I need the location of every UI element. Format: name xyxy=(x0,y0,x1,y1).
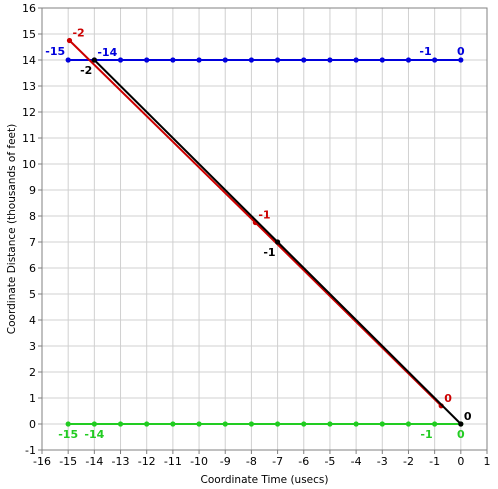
data-point-blue xyxy=(301,57,307,63)
point-label-red: 0 xyxy=(444,392,452,405)
point-label-black: -1 xyxy=(263,246,275,259)
x-axis-title: Coordinate Time (usecs) xyxy=(201,474,329,486)
y-tick-label: 2 xyxy=(29,366,36,379)
x-tick-label: -10 xyxy=(190,455,208,468)
point-label-black: -2 xyxy=(80,64,92,77)
data-point-green xyxy=(196,421,202,427)
x-tick-label: -6 xyxy=(298,455,309,468)
data-point-blue xyxy=(274,57,281,63)
x-tick-label: -15 xyxy=(59,455,77,468)
data-point-green xyxy=(274,421,281,427)
y-tick-label: 11 xyxy=(22,132,36,145)
x-tick-label: -11 xyxy=(164,455,182,468)
tick-labels: -16 -15 -14 -13 -12 -11 -10 -9 -8 -7 -6 -5 -4 -3 -2 -1 0… xyxy=(22,2,491,468)
data-point-green xyxy=(170,421,176,427)
x-tick-label: -3 xyxy=(377,455,388,468)
x-tick-label: -2 xyxy=(403,455,414,468)
x-tick-label: -4 xyxy=(351,455,362,468)
x-tick-label: -12 xyxy=(138,455,156,468)
x-tick-label: -9 xyxy=(220,455,231,468)
data-point-blue xyxy=(405,57,412,63)
data-point-blue xyxy=(65,57,71,63)
x-tick-label: -8 xyxy=(246,455,257,468)
x-tick-label: -13 xyxy=(112,455,130,468)
point-label-green: -14 xyxy=(84,428,104,441)
data-point-blue xyxy=(117,57,124,63)
point-label-green: -15 xyxy=(58,428,78,441)
data-point-green xyxy=(117,421,124,427)
data-point-black xyxy=(274,239,281,245)
data-point-green xyxy=(222,421,228,427)
data-point-blue xyxy=(327,57,333,63)
y-tick-label: 15 xyxy=(22,28,36,41)
y-tick-label: 4 xyxy=(29,314,36,327)
data-point-blue xyxy=(222,57,228,63)
x-tick-label: -7 xyxy=(272,455,283,468)
data-point-blue xyxy=(379,57,385,63)
point-labels: -15 -14 -1 0 -15 -14 -1 0 -2 -1 0 -2 -1 0 xyxy=(45,27,472,442)
point-label-blue: -14 xyxy=(97,46,117,59)
x-tick-label: -14 xyxy=(85,455,103,468)
series xyxy=(65,37,464,427)
point-label-black: 0 xyxy=(464,410,472,423)
point-label-red: -2 xyxy=(72,27,84,40)
y-axis-title: Coordinate Distance (thousands of feet) xyxy=(6,124,18,334)
x-tick-label: -1 xyxy=(429,455,440,468)
y-tick-label: -1 xyxy=(25,444,36,457)
data-point-green xyxy=(91,421,97,427)
plot-frame xyxy=(41,7,488,451)
y-tick-label: 16 xyxy=(22,2,36,15)
data-point-blue xyxy=(248,57,255,63)
point-label-blue: 0 xyxy=(457,45,465,58)
point-label-green: 0 xyxy=(457,428,465,441)
y-tick-label: 8 xyxy=(29,210,36,223)
y-tick-label: 7 xyxy=(29,236,36,249)
data-point-blue xyxy=(196,57,202,63)
point-label-blue: -1 xyxy=(419,45,431,58)
x-tick-label: 0 xyxy=(457,455,464,468)
y-tick-label: 3 xyxy=(29,340,36,353)
data-point-green xyxy=(248,421,255,427)
point-label-blue: -15 xyxy=(45,45,65,58)
point-label-green: -1 xyxy=(420,428,432,441)
y-tick-label: 6 xyxy=(29,262,36,275)
data-point-black xyxy=(91,57,97,63)
y-tick-label: 10 xyxy=(22,158,36,171)
point-label-red: -1 xyxy=(258,209,270,222)
data-point-green xyxy=(327,421,333,427)
data-point-green xyxy=(432,421,438,427)
data-point-green xyxy=(353,421,359,427)
x-tick-label: -16 xyxy=(33,455,51,468)
y-tick-label: 12 xyxy=(22,106,36,119)
data-point-blue xyxy=(144,57,150,63)
y-tick-label: 0 xyxy=(29,418,36,431)
x-tick-label: 1 xyxy=(484,455,491,468)
data-point-red xyxy=(66,37,73,44)
data-point-green xyxy=(65,421,71,427)
data-point-blue xyxy=(458,57,464,63)
data-point-blue xyxy=(353,57,359,63)
data-point-green xyxy=(379,421,385,427)
data-point-green xyxy=(144,421,150,427)
y-tick-label: 14 xyxy=(22,54,36,67)
y-tick-label: 1 xyxy=(29,392,36,405)
y-tick-label: 9 xyxy=(29,184,36,197)
data-point-black xyxy=(458,421,464,427)
x-tick-label: -5 xyxy=(324,455,335,468)
y-tick-label: 13 xyxy=(22,80,36,93)
data-point-green xyxy=(405,421,412,427)
data-point-blue xyxy=(432,57,438,63)
data-point-blue xyxy=(170,57,176,63)
data-point-green xyxy=(301,421,307,427)
y-tick-label: 5 xyxy=(29,288,36,301)
